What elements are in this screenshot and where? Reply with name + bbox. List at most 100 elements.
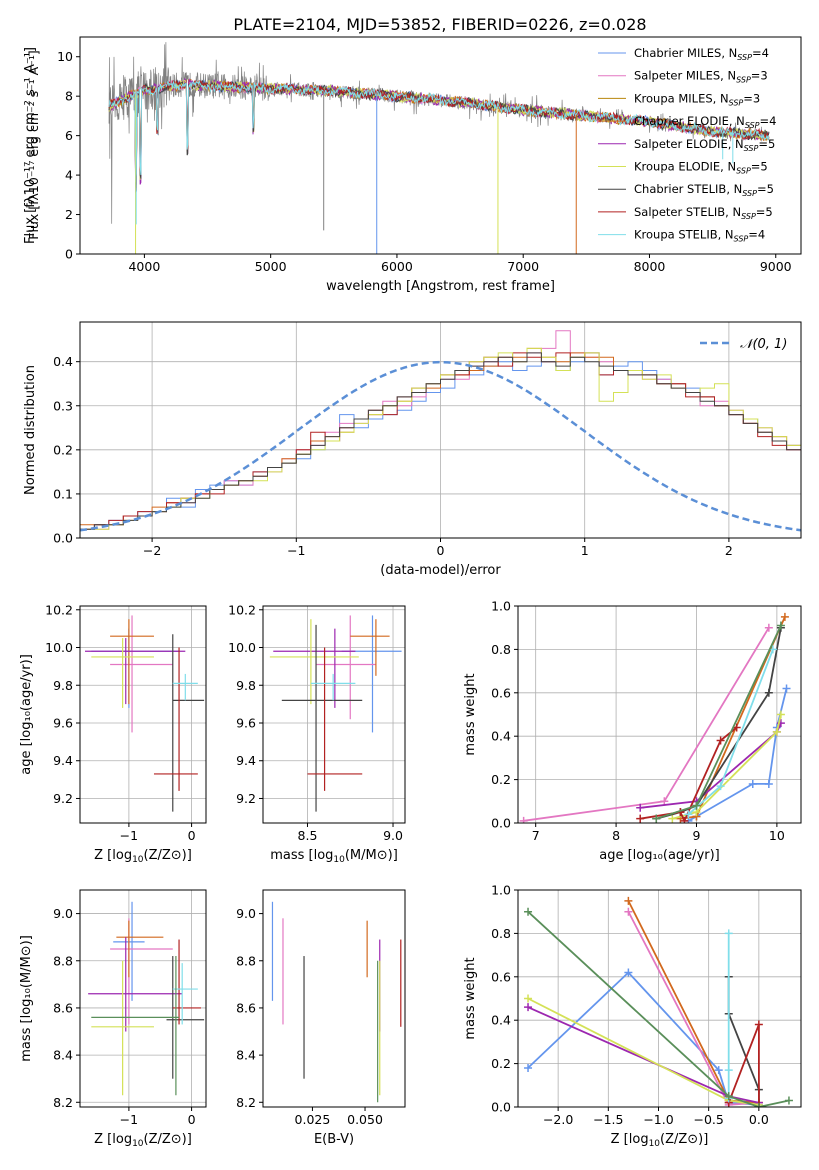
y-tick-label: 4 [65, 168, 73, 183]
mass-weight-marker [764, 779, 773, 788]
mass-weight-marker [716, 782, 725, 791]
y-tick-label: 0.6 [491, 969, 511, 984]
legend-label-tail: =5 [758, 137, 775, 151]
legend-label-main: Chabrier STELIB, N [634, 182, 742, 196]
figure-title: PLATE=2104, MJD=53852, FIBERID=0226, z=0… [233, 15, 646, 34]
y-tick-label: 9.0 [236, 906, 256, 921]
x-axis-label-main: Z [log [94, 1132, 132, 1147]
legend-label-tail: =4 [760, 114, 777, 128]
legend-label-sub: SSP [736, 76, 751, 85]
x-tick-label: 7000 [507, 259, 539, 274]
y-tick-label: 8.6 [236, 1000, 256, 1015]
x-axis-label-rest: (Z/Z⊙)] [660, 1132, 708, 1147]
y-tick-label: 8.8 [236, 953, 256, 968]
y-axis-label: mass weight [463, 957, 478, 1039]
mass-weight-marker [724, 929, 733, 938]
legend-label: Chabrier STELIB, NSSP=5 [634, 182, 774, 198]
x-tick-label: 0 [188, 828, 196, 843]
mass-vs-z-axes: −1 0 8.2 8.4 8.6 8.8 9.0 Z [log10(Z/Z⊙)] mass [l… [19, 889, 207, 1149]
x-tick-label: 9000 [760, 259, 792, 274]
legend-label-tail: =5 [757, 182, 774, 196]
y-tick-label: 8.6 [53, 1000, 73, 1015]
legend-label-tail: =3 [751, 69, 768, 83]
x-tick-label: 6000 [381, 259, 413, 274]
x-tick-label: −1 [120, 1112, 138, 1127]
massweight-vs-z-axes: −2.0 −1.5 −1.0 −0.5 0.0 0.0 0.2 0.4 0.6 0.8 1.0 Z [… [463, 883, 802, 1149]
y-tick-label: 9.4 [236, 753, 256, 768]
x-axis-label: Z [log10(Z/Z⊙)] [94, 848, 192, 865]
y-tick-label: 10.2 [45, 602, 73, 617]
legend-label-sub: SSP [737, 53, 752, 62]
x-axis-label-sub: 10 [132, 1139, 144, 1149]
y-tick-label: 0.1 [53, 486, 73, 501]
y-tick-label: 1.0 [491, 883, 511, 898]
legend-label-tail: =3 [743, 91, 760, 105]
mass-vs-ebv-plot-area [271, 901, 402, 1103]
x-tick-label: 0.050 [347, 1112, 383, 1127]
gaussian-legend-label: 𝒩(0, 1) [740, 337, 787, 352]
mass-weight-marker [764, 688, 773, 697]
gaussian-curve [80, 360, 801, 532]
legend-label-sub: SSP [742, 189, 757, 198]
y-tick-label: 8.2 [236, 1095, 256, 1110]
y-tick-label: 10.0 [228, 640, 256, 655]
x-axis-label: age [log₁₀(age/yr)] [599, 848, 720, 863]
y-tick-label: 2 [65, 207, 73, 222]
mass-weight-line [727, 1024, 760, 1107]
y-axis-label: Flux [fλ10⁻¹⁷ erg cm⁻² s⁻¹ A⁻¹] [26, 50, 41, 239]
legend-label-sub: SSP [744, 144, 759, 153]
histogram-step [80, 347, 801, 526]
x-axis-label: (data-model)/error [380, 563, 501, 578]
y-axis-label: mass [log₁₀(M/M⊙)] [19, 935, 34, 1062]
y-tick-label: 8 [65, 89, 73, 104]
y-tick-label: 0.0 [53, 531, 73, 546]
mass-vs-ebv-axes: 0.025 0.050 8.2 8.4 8.6 8.8 9.0 E(B-V) [236, 889, 406, 1147]
age-vs-z-frame [79, 605, 207, 824]
x-tick-label: −1 [120, 828, 138, 843]
massweight-vs-age-plot-area [519, 612, 791, 823]
y-axis-label: mass weight [463, 673, 478, 755]
mass-weight-marker [519, 816, 528, 823]
legend-label-tail: =4 [748, 228, 765, 242]
mass-weight-line [640, 722, 782, 809]
y-axis-label: Flux [fλ10⁻¹⁷ erg cm⁻² s⁻¹ A⁻¹] [23, 47, 38, 244]
y-tick-label: 9.2 [236, 791, 256, 806]
mass-weight-marker [782, 684, 791, 693]
legend-label-sub: SSP [741, 212, 756, 221]
x-axis-label-main: Z [log [611, 1132, 649, 1147]
legend-label-main: Salpeter STELIB, N [634, 205, 741, 219]
x-axis-label: Z [log10(Z/Z⊙)] [611, 1132, 709, 1149]
mass-weight-marker [624, 907, 633, 916]
y-tick-label: 9.4 [53, 753, 73, 768]
model-spectrum-line [108, 79, 770, 191]
spectrum-plot-area [108, 42, 770, 254]
mass-weight-line [627, 900, 759, 1104]
massweight-vs-age-axes: 7 8 9 10 0.0 0.2 0.4 0.6 0.8 1.0 age [log₁₀(age/yr… [463, 599, 802, 863]
mass-weight-marker [764, 623, 773, 632]
y-tick-label: 10.2 [228, 602, 256, 617]
x-tick-label: 0 [188, 1112, 196, 1127]
legend-label-sub: SSP [734, 235, 749, 244]
legend-label: Kroupa ELODIE, NSSP=5 [634, 160, 768, 176]
y-tick-label: 0.4 [491, 729, 511, 744]
mass-weight-line [523, 627, 770, 822]
y-tick-label: 9.2 [53, 791, 73, 806]
x-tick-label: 4000 [128, 259, 160, 274]
x-axis-label: mass [log10(M/M⊙)] [270, 848, 398, 865]
y-tick-label: 9.0 [53, 906, 73, 921]
age-vs-mass-frame [262, 605, 406, 824]
legend-label-sub: SSP [729, 98, 744, 107]
mass-weight-line [680, 616, 786, 820]
x-tick-label: −2 [143, 543, 161, 558]
x-tick-label: −1.0 [643, 1112, 673, 1127]
y-tick-label: 0.2 [491, 772, 511, 787]
mass-weight-marker [776, 710, 785, 719]
spectrum-axes: 4000 5000 6000 7000 8000 9000 0 2 4 6 8 10 wavelengt… [23, 36, 802, 294]
legend-label-main: Kroupa STELIB, N [634, 228, 734, 242]
y-axis-label: age [log₁₀(age/yr)] [19, 654, 34, 775]
massweight-vs-age-frame [517, 605, 802, 824]
x-tick-label: −0.5 [693, 1112, 723, 1127]
x-tick-label: 7 [532, 828, 540, 843]
mass-weight-marker [524, 907, 533, 916]
